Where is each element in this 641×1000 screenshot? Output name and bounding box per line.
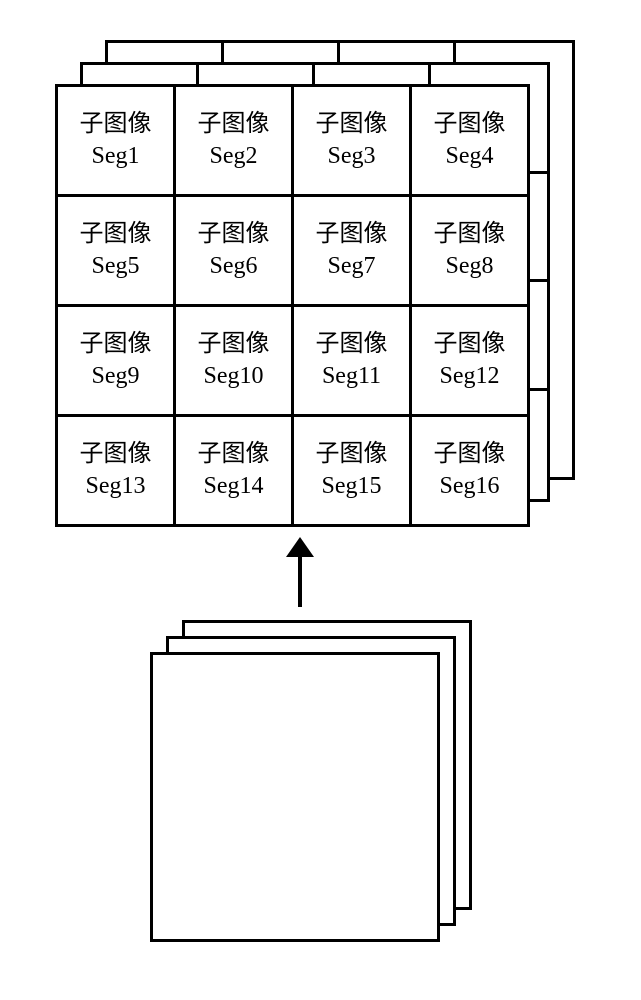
page-front-layer	[150, 652, 440, 942]
grid-cell: 子图像Seg3	[293, 86, 411, 196]
cell-label-line2: Seg7	[328, 251, 376, 282]
grid-cell: 子图像Seg9	[57, 306, 175, 416]
cell-label-line1: 子图像	[434, 109, 506, 140]
cell-label-line1: 子图像	[316, 439, 388, 470]
cell-label-line2: Seg9	[92, 361, 140, 392]
cell-label-line1: 子图像	[198, 219, 270, 250]
cell-label-line2: Seg16	[440, 471, 500, 502]
cell-label-line1: 子图像	[80, 219, 152, 250]
grid-cell: 子图像Seg16	[411, 416, 529, 526]
cell-label-line2: Seg8	[446, 251, 494, 282]
grid-cell: 子图像Seg13	[57, 416, 175, 526]
cell-label-line2: Seg1	[92, 141, 140, 172]
cell-label-line2: Seg10	[204, 361, 264, 392]
grid-cell: 子图像Seg6	[175, 196, 293, 306]
grid-cell: 子图像Seg12	[411, 306, 529, 416]
up-arrow-icon	[280, 535, 320, 610]
grid-cell: 子图像Seg15	[293, 416, 411, 526]
cell-label-line1: 子图像	[316, 329, 388, 360]
cell-label-line1: 子图像	[80, 329, 152, 360]
grid-cell: 子图像Seg1	[57, 86, 175, 196]
segment-grid: 子图像Seg1 子图像Seg2 子图像Seg3 子图像Seg4 子图像Seg5 …	[55, 84, 530, 527]
cell-label-line2: Seg11	[322, 361, 381, 392]
cell-label-line2: Seg4	[446, 141, 494, 172]
grid-cell: 子图像Seg2	[175, 86, 293, 196]
cell-label-line1: 子图像	[80, 109, 152, 140]
cell-label-line2: Seg6	[210, 251, 258, 282]
bottom-stacked-pages	[150, 620, 490, 960]
grid-cell: 子图像Seg5	[57, 196, 175, 306]
cell-label-line1: 子图像	[434, 439, 506, 470]
cell-label-line1: 子图像	[198, 109, 270, 140]
cell-label-line2: Seg15	[322, 471, 382, 502]
grid-cell: 子图像Seg4	[411, 86, 529, 196]
cell-label-line1: 子图像	[198, 439, 270, 470]
cell-label-line1: 子图像	[434, 219, 506, 250]
grid-cell: 子图像Seg10	[175, 306, 293, 416]
cell-label-line1: 子图像	[80, 439, 152, 470]
cell-label-line2: Seg5	[92, 251, 140, 282]
cell-label-line2: Seg13	[86, 471, 146, 502]
cell-label-line1: 子图像	[198, 329, 270, 360]
cell-label-line2: Seg14	[204, 471, 264, 502]
cell-label-line1: 子图像	[316, 219, 388, 250]
cell-label-line2: Seg12	[440, 361, 500, 392]
grid-cell: 子图像Seg8	[411, 196, 529, 306]
cell-label-line2: Seg3	[328, 141, 376, 172]
grid-cell: 子图像Seg11	[293, 306, 411, 416]
cell-label-line2: Seg2	[210, 141, 258, 172]
grid-cell: 子图像Seg7	[293, 196, 411, 306]
cell-label-line1: 子图像	[316, 109, 388, 140]
cell-label-line1: 子图像	[434, 329, 506, 360]
top-stacked-grid: 子图像Seg1 子图像Seg2 子图像Seg3 子图像Seg4 子图像Seg5 …	[55, 40, 595, 540]
grid-cell: 子图像Seg14	[175, 416, 293, 526]
